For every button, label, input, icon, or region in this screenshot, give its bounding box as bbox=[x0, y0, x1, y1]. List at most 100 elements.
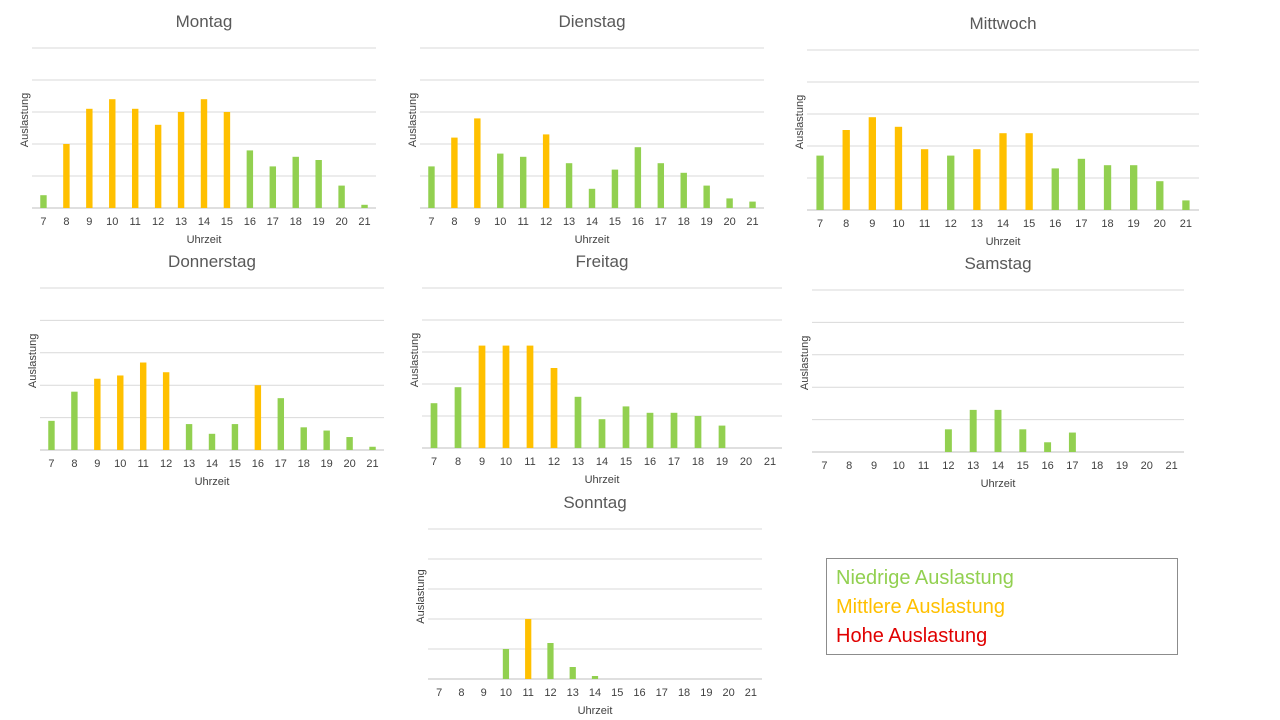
x-tick-label: 14 bbox=[992, 460, 1004, 472]
y-axis-label: Auslastung bbox=[407, 93, 419, 147]
x-tick-label: 21 bbox=[1180, 218, 1192, 230]
bar-14 bbox=[999, 133, 1007, 210]
bar-10 bbox=[502, 649, 510, 679]
bar-16 bbox=[246, 150, 254, 208]
bar-16 bbox=[634, 147, 642, 208]
x-tick-label: 20 bbox=[740, 456, 752, 468]
chart-svg: Freitag Auslastung 7 8 9 10 11 12 13 14 15 16 17 18 19… bbox=[409, 252, 782, 486]
bar-7 bbox=[428, 166, 435, 208]
chart-montag: Montag Auslastung 7 8 9 10 11 12 13 14 15 16 17 18 19 2… bbox=[19, 8, 382, 246]
x-tick-label: 17 bbox=[267, 216, 279, 228]
bar-16 bbox=[254, 385, 262, 450]
x-tick-label: 18 bbox=[678, 216, 690, 228]
bar-7 bbox=[40, 195, 47, 208]
bar-7 bbox=[48, 420, 55, 450]
x-tick-label: 17 bbox=[1066, 460, 1078, 472]
x-tick-label: 15 bbox=[611, 687, 623, 699]
x-tick-label: 12 bbox=[942, 460, 954, 472]
x-tick-label: 15 bbox=[1023, 218, 1035, 230]
bar-10 bbox=[109, 99, 116, 208]
x-tick-label: 20 bbox=[1154, 218, 1166, 230]
x-tick-label: 20 bbox=[1141, 460, 1153, 472]
x-tick-label: 17 bbox=[1075, 218, 1087, 230]
legend-item-medium: Mittlere Auslastung bbox=[836, 596, 1005, 618]
bar-7 bbox=[816, 155, 824, 210]
bar-19 bbox=[1130, 165, 1138, 210]
bar-19 bbox=[718, 425, 726, 448]
x-tick-label: 10 bbox=[106, 216, 118, 228]
x-tick-label: 16 bbox=[1049, 218, 1061, 230]
bar-20 bbox=[338, 185, 345, 208]
x-tick-label: 13 bbox=[563, 216, 575, 228]
x-tick-label: 21 bbox=[764, 456, 776, 468]
x-tick-label: 9 bbox=[869, 218, 875, 230]
chart-freitag: Freitag Auslastung 7 8 9 10 11 12 13 14 15 16 17 18 19… bbox=[409, 248, 788, 486]
x-tick-label: 10 bbox=[500, 456, 512, 468]
x-tick-label: 15 bbox=[229, 458, 241, 470]
x-tick-label: 10 bbox=[892, 218, 904, 230]
x-tick-label: 18 bbox=[678, 687, 690, 699]
x-tick-label: 17 bbox=[275, 458, 287, 470]
x-tick-label: 7 bbox=[40, 216, 46, 228]
y-axis-label: Auslastung bbox=[415, 569, 427, 623]
x-tick-label: 10 bbox=[114, 458, 126, 470]
x-tick-label: 8 bbox=[846, 460, 852, 472]
x-tick-label: 12 bbox=[152, 216, 164, 228]
bar-10 bbox=[117, 375, 124, 450]
bar-12 bbox=[162, 372, 170, 450]
x-axis-label: Uhrzeit bbox=[575, 234, 610, 246]
bar-13 bbox=[569, 667, 576, 679]
bar-19 bbox=[323, 430, 330, 450]
x-tick-label: 17 bbox=[656, 687, 668, 699]
y-axis-label: Auslastung bbox=[19, 93, 31, 147]
bar-13 bbox=[574, 396, 582, 448]
bar-21 bbox=[749, 201, 756, 208]
x-tick-label: 7 bbox=[436, 687, 442, 699]
bar-14 bbox=[200, 99, 208, 208]
bar-14 bbox=[208, 433, 216, 450]
x-tick-label: 7 bbox=[821, 460, 827, 472]
x-tick-label: 12 bbox=[945, 218, 957, 230]
x-axis-label: Uhrzeit bbox=[981, 478, 1016, 490]
x-tick-label: 16 bbox=[632, 216, 644, 228]
x-tick-label: 11 bbox=[918, 460, 929, 472]
x-tick-label: 9 bbox=[94, 458, 100, 470]
bar-13 bbox=[565, 163, 573, 208]
bar-19 bbox=[703, 185, 710, 208]
chart-samstag: Samstag Auslastung 7 8 9 10 11 12 13 14 15 16 17 18 19… bbox=[799, 250, 1190, 490]
x-tick-label: 8 bbox=[71, 458, 77, 470]
x-tick-label: 20 bbox=[722, 687, 734, 699]
bar-9 bbox=[478, 345, 486, 448]
bar-12 bbox=[550, 368, 558, 448]
chart-title: Samstag bbox=[964, 254, 1031, 273]
bar-15 bbox=[622, 406, 630, 448]
bar-15 bbox=[1019, 429, 1027, 452]
bar-12 bbox=[947, 155, 955, 210]
bar-13 bbox=[185, 424, 193, 450]
bar-8 bbox=[842, 130, 850, 210]
x-axis-label: Uhrzeit bbox=[585, 474, 620, 486]
x-tick-label: 15 bbox=[609, 216, 621, 228]
bar-14 bbox=[994, 409, 1002, 452]
x-tick-label: 16 bbox=[1041, 460, 1053, 472]
x-tick-label: 11 bbox=[919, 218, 930, 230]
bar-11 bbox=[525, 619, 532, 679]
bar-18 bbox=[1103, 165, 1112, 210]
x-tick-label: 9 bbox=[474, 216, 480, 228]
bar-16 bbox=[1044, 442, 1052, 452]
bar-17 bbox=[1077, 158, 1086, 210]
bar-8 bbox=[451, 137, 458, 208]
x-tick-label: 18 bbox=[1101, 218, 1113, 230]
bar-21 bbox=[369, 446, 376, 450]
chart-svg: Mittwoch Auslastung 7 8 9 10 11 12 13 14 15 16 17 18 1… bbox=[794, 14, 1199, 248]
x-tick-label: 19 bbox=[701, 216, 713, 228]
chart-sonntag: Sonntag Auslastung 7 8 9 10 11 12 13 14 15 16 17 18 19… bbox=[415, 489, 768, 717]
chart-svg: Dienstag Auslastung 7 8 9 10 11 12 13 14 15 16 17 18 1… bbox=[407, 12, 764, 246]
x-tick-label: 7 bbox=[428, 216, 434, 228]
x-tick-label: 13 bbox=[967, 460, 979, 472]
bar-19 bbox=[315, 160, 322, 208]
x-tick-label: 8 bbox=[455, 456, 461, 468]
x-tick-label: 21 bbox=[358, 216, 370, 228]
x-tick-label: 13 bbox=[971, 218, 983, 230]
chart-dienstag: Dienstag Auslastung 7 8 9 10 11 12 13 14 15 16 17 18 1… bbox=[407, 8, 770, 246]
